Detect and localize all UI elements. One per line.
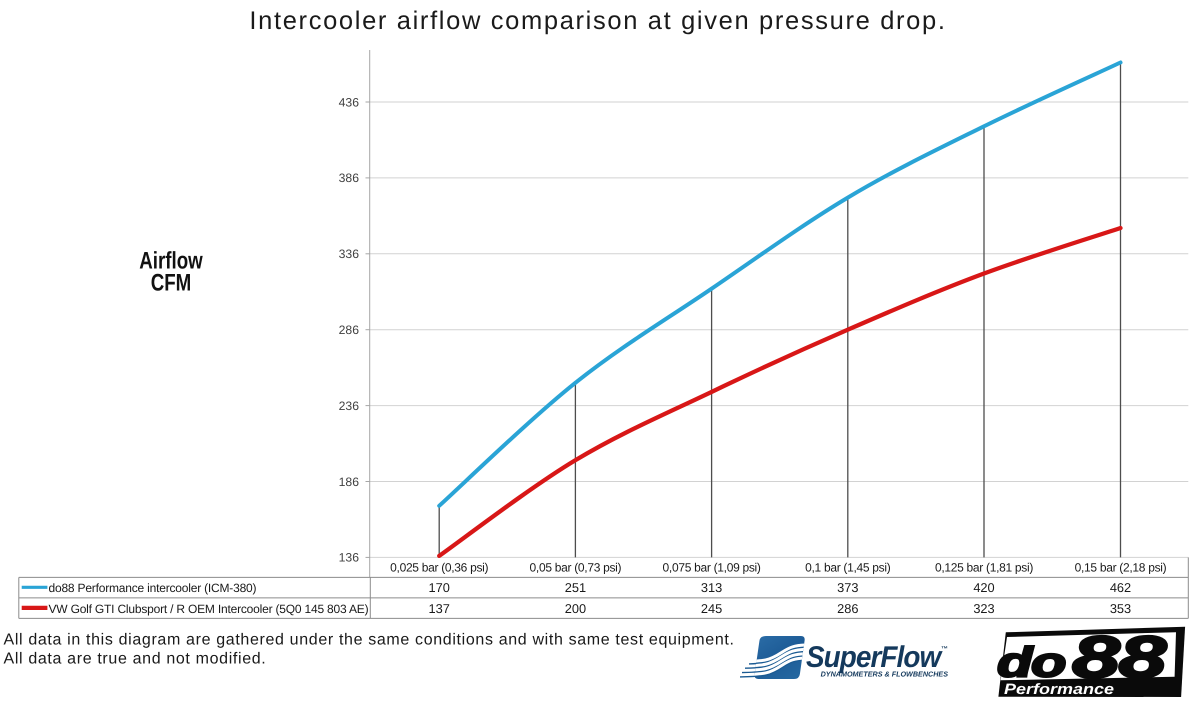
svg-text:373: 373 bbox=[837, 580, 858, 595]
svg-text:DYNAMOMETERS & FLOWBENCHES: DYNAMOMETERS & FLOWBENCHES bbox=[821, 670, 949, 679]
svg-text:186: 186 bbox=[339, 475, 360, 489]
svg-text:137: 137 bbox=[429, 601, 450, 616]
svg-text:286: 286 bbox=[837, 601, 858, 616]
svg-text:0,15 bar (2,18 psi): 0,15 bar (2,18 psi) bbox=[1075, 560, 1167, 574]
svg-text:0,025 bar (0,36 psi): 0,025 bar (0,36 psi) bbox=[390, 560, 488, 574]
svg-text:0,05 bar (0,73 psi): 0,05 bar (0,73 psi) bbox=[530, 560, 622, 574]
svg-text:88: 88 bbox=[1072, 623, 1166, 690]
svg-text:All data are true and not modi: All data are true and not modified. bbox=[4, 651, 267, 668]
svg-text:236: 236 bbox=[339, 399, 360, 413]
svg-text:All data in this diagram are g: All data in this diagram are gathered un… bbox=[4, 632, 735, 649]
svg-text:do: do bbox=[997, 639, 1066, 686]
svg-text:323: 323 bbox=[973, 601, 994, 616]
svg-text:0,075 bar (1,09 psi): 0,075 bar (1,09 psi) bbox=[663, 560, 761, 574]
svg-text:0,1 bar (1,45 psi): 0,1 bar (1,45 psi) bbox=[805, 560, 891, 574]
svg-text:462: 462 bbox=[1110, 580, 1131, 595]
svg-text:™: ™ bbox=[941, 646, 948, 653]
svg-text:Performance: Performance bbox=[1004, 681, 1114, 698]
svg-text:353: 353 bbox=[1110, 601, 1131, 616]
svg-text:386: 386 bbox=[339, 171, 360, 185]
svg-text:Intercooler airflow comparison: Intercooler airflow comparison at given … bbox=[249, 7, 946, 35]
svg-text:CFM: CFM bbox=[151, 270, 192, 297]
svg-text:245: 245 bbox=[701, 601, 722, 616]
svg-text:Airflow: Airflow bbox=[139, 248, 203, 275]
svg-text:SuperFlow: SuperFlow bbox=[806, 641, 943, 674]
svg-text:286: 286 bbox=[339, 323, 360, 337]
svg-text:do88 Performance intercooler (: do88 Performance intercooler (ICM-380) bbox=[49, 581, 257, 595]
svg-text:200: 200 bbox=[565, 601, 586, 616]
svg-text:136: 136 bbox=[339, 551, 360, 565]
svg-text:436: 436 bbox=[339, 95, 360, 109]
svg-text:420: 420 bbox=[973, 580, 994, 595]
svg-text:170: 170 bbox=[429, 580, 450, 595]
svg-text:313: 313 bbox=[701, 580, 722, 595]
svg-text:251: 251 bbox=[565, 580, 586, 595]
svg-text:VW Golf GTI Clubsport / R OEM: VW Golf GTI Clubsport / R OEM Intercoole… bbox=[49, 602, 369, 616]
svg-text:0,125 bar (1,81 psi): 0,125 bar (1,81 psi) bbox=[935, 560, 1033, 574]
svg-text:336: 336 bbox=[339, 247, 360, 261]
